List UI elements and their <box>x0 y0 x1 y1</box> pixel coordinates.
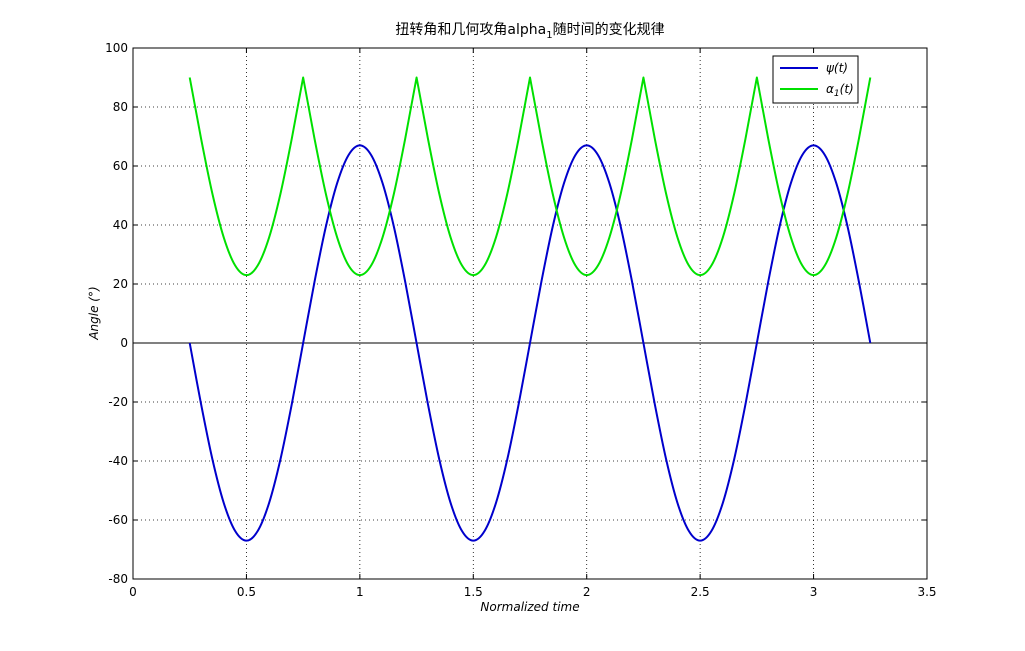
y-tick-label: -80 <box>108 572 128 586</box>
y-tick-label: -60 <box>108 513 128 527</box>
chart-title-main: 扭转角和几何攻角alpha <box>395 22 546 38</box>
y-axis-label: Angle (°) <box>87 286 101 340</box>
y-tick-label: 60 <box>113 159 128 173</box>
x-tick-label: 3.5 <box>917 585 936 599</box>
y-tick-label: 100 <box>105 41 128 55</box>
series-line-alpha1 <box>188 76 872 277</box>
y-tick-label: -40 <box>108 454 128 468</box>
y-tick-label: 40 <box>113 218 128 232</box>
x-tick-label: 2.5 <box>691 585 710 599</box>
legend-label-alpha-subscript: 1 <box>834 89 840 99</box>
axes-frame <box>132 47 928 580</box>
y-tick-label: 80 <box>113 100 128 114</box>
plot-background <box>133 48 927 579</box>
x-tick-label: 0 <box>129 585 137 599</box>
legend-label-alpha: α1(t) <box>826 82 854 99</box>
x-tick-label: 1 <box>356 585 364 599</box>
y-tick-label: 0 <box>120 336 128 350</box>
chart-title-rest: 随时间的变化规律 <box>553 22 665 38</box>
plot-area: 0 0.5 1 1.5 2 2.5 3 3.5 -80 -60 -40 -20 0 20 40 60 80 100 <box>105 41 936 599</box>
legend-label-psi: ψ(t) <box>826 61 848 75</box>
y-tick-label: -20 <box>108 395 128 409</box>
x-tick-label: 3 <box>810 585 818 599</box>
series-layer <box>188 76 872 542</box>
x-tick-label: 2 <box>583 585 591 599</box>
chart-title: 扭转角和几何攻角alpha1随时间的变化规律 <box>395 22 664 41</box>
legend-box <box>772 55 859 104</box>
x-tick-label: 0.5 <box>237 585 256 599</box>
series-line-psi <box>188 144 872 542</box>
chart-title-subscript: 1 <box>546 30 552 41</box>
x-axis-label: Normalized time <box>480 600 579 614</box>
y-tick-label: 20 <box>113 277 128 291</box>
x-tick-label: 1.5 <box>464 585 483 599</box>
tick-layer: 0 0.5 1 1.5 2 2.5 3 3.5 -80 -60 -40 -20 0 20 40 60 80 100 <box>105 41 936 599</box>
legend-label-alpha-rest: (t) <box>840 82 854 96</box>
legend: ψ(t) α1(t) <box>772 55 859 104</box>
legend-label-alpha-main: α <box>826 82 834 96</box>
